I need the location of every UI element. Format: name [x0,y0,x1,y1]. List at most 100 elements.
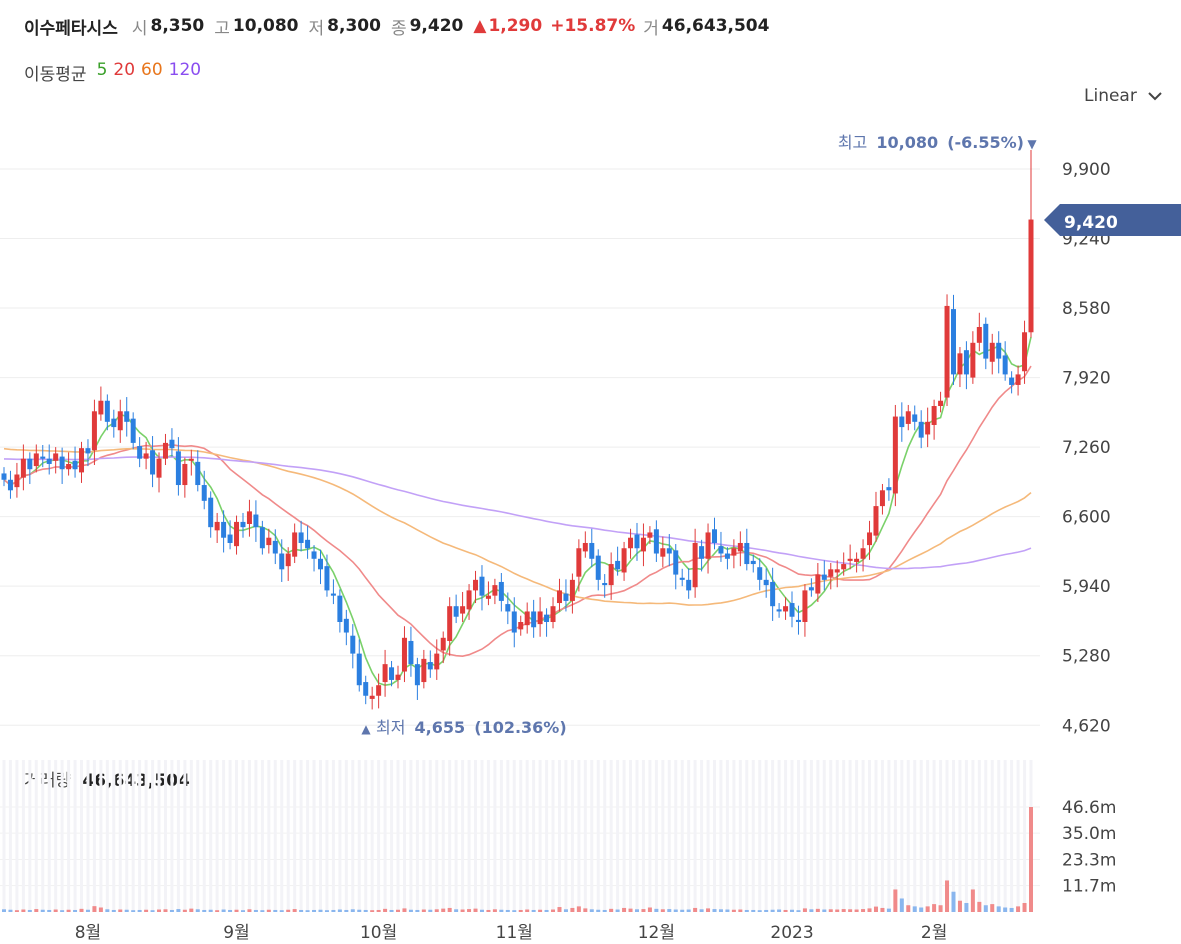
high-marker-label: 최고 [838,133,867,152]
low-marker-arrow-icon: ▲ [361,722,371,736]
volume-bar [576,906,581,912]
volume-bar [893,889,898,912]
volume-bar [492,909,497,912]
volume-bar [118,909,123,912]
high-marker: 최고 10,080 (-6.55%) ▼ [838,133,1038,152]
candle-body [795,619,801,622]
ma-120[interactable]: 120 [168,60,202,80]
candle-body [421,658,427,683]
candle-body [356,653,362,686]
volume-bar [660,909,665,912]
high-marker-value: 10,080 [876,133,938,152]
volume-bar [363,909,368,912]
volume-bar [654,908,659,912]
scale-selector[interactable]: Linear [1084,86,1163,106]
volume-bar [305,910,310,912]
volume-bar [751,909,756,912]
candle-body [324,566,330,591]
volume-bar [919,907,924,912]
candle-body [873,506,879,536]
volume-bar [34,909,39,912]
candle-body [789,603,795,617]
candle-body [195,461,201,486]
candle-body [221,521,227,538]
ma-20[interactable]: 20 [113,60,136,80]
candle-body [408,640,414,665]
volume-bar [854,909,859,912]
candle-body [963,350,969,375]
candle-body [737,542,743,552]
price-tick: 5,940 [1062,577,1111,597]
volume-bar [505,909,510,912]
candle-body [369,695,375,699]
ma-5[interactable]: 5 [96,60,108,80]
svg-text:최저 4,655 (102.36%): 최저 4,655 (102.36%) [376,718,567,737]
volume-bar [680,909,685,912]
candle-body [240,521,246,528]
candle-body [79,448,85,473]
volume-bar [777,909,782,912]
candle-body [285,553,291,567]
volume-bar [447,907,452,912]
ma-60[interactable]: 60 [141,60,163,80]
candle-body [750,560,756,565]
candle-body [821,574,827,580]
volume-bar [157,909,162,912]
volume-bar [570,907,575,912]
candle-body [815,574,821,594]
candle-body [130,418,136,443]
volume-bar [299,909,304,912]
ma-20-line [3,365,1032,658]
volume-bar [809,909,814,912]
low-marker: ▲ 최저 4,655 (102.36%) [361,718,566,737]
volume-bar [641,909,646,912]
candle-body [85,448,91,454]
volume-bar [596,909,601,912]
change-percent: +15.87% [550,16,636,36]
volume-bar [324,910,329,912]
open-value: 8,350 [150,16,205,36]
candle-body [653,529,659,554]
candle-body [1015,374,1021,385]
volume-bar [718,909,723,912]
low-value: 8,300 [327,16,381,36]
candle-body [182,463,188,486]
volume-grid [0,760,1040,912]
candle-body [905,411,911,424]
volume-bar [932,904,937,912]
candle-body [531,611,537,628]
volume-bar [240,910,245,912]
volume-bar [925,906,930,912]
ma-5-line [3,336,1032,687]
low-marker-pct: (102.36%) [474,718,566,737]
scale-label: Linear [1084,86,1137,106]
volume-bar [828,909,833,912]
volume-bar [415,909,420,912]
candle-body [259,527,265,549]
candle-body [860,548,866,559]
volume-bar [815,908,820,912]
candle-body [699,546,705,559]
volume-bar [609,908,614,912]
volume-bar [144,909,149,912]
volume-bar [479,909,484,912]
candle-body [783,606,789,612]
high-marker-pct: (-6.55%) [947,133,1024,152]
volume-bar [848,909,853,912]
volume-bar [195,909,200,912]
candle-body [931,406,937,425]
volume-bar [686,909,691,912]
candle-body [589,542,595,559]
volume-bar [667,909,672,912]
price-tick: 7,260 [1062,438,1111,458]
moving-average-label: 이동평균 [24,65,87,85]
volume-bar [499,909,504,912]
candle-body [305,539,311,549]
candle-body [473,579,479,591]
volume-bar [977,901,982,912]
candle-body [957,353,963,375]
candle-body [757,567,763,580]
candle-body [834,569,840,573]
candle-body [382,664,388,683]
